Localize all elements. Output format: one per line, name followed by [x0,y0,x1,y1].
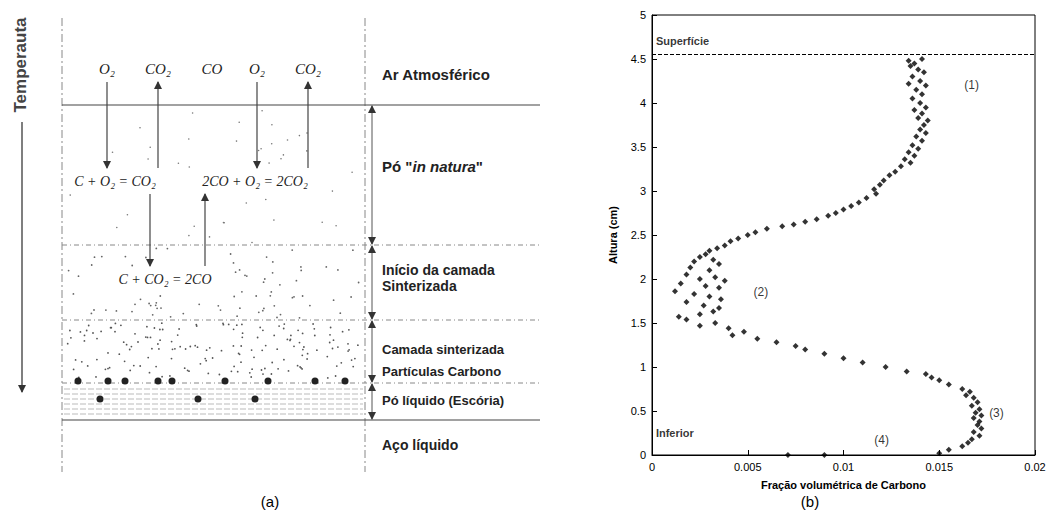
svg-text:CO₂: CO₂ [295,61,321,77]
svg-text:0.01: 0.01 [833,461,854,473]
svg-text:Partículas Carbono: Partículas Carbono [382,364,501,379]
svg-text:O₂: O₂ [249,61,265,77]
svg-text:0: 0 [649,461,655,473]
svg-text:Pó líquido (Escória): Pó líquido (Escória) [382,393,504,408]
svg-text:3: 3 [640,185,646,197]
svg-text:O₂: O₂ [99,61,115,77]
svg-text:Pó "in natura": Pó "in natura" [382,158,483,175]
svg-text:C + CO₂ = 2CO: C + CO₂ = 2CO [119,272,212,287]
svg-text:Ar Atmosférico: Ar Atmosférico [382,66,490,83]
svg-text:Início da camada: Início da camada [382,262,495,278]
svg-text:(1): (1) [964,78,979,92]
svg-text:(3): (3) [989,406,1004,420]
svg-text:0.015: 0.015 [925,461,953,473]
svg-text:1: 1 [640,361,646,373]
svg-text:2: 2 [640,273,646,285]
svg-text:Inferior: Inferior [656,427,695,439]
svg-text:4: 4 [640,97,646,109]
svg-text:0.5: 0.5 [631,405,646,417]
svg-text:2.5: 2.5 [631,229,646,241]
svg-text:0: 0 [640,449,646,461]
svg-text:Camada sinterizada: Camada sinterizada [382,342,505,357]
svg-text:C + O₂ = CO₂: C + O₂ = CO₂ [74,174,156,189]
html-text:(a): (a) [260,493,280,510]
svg-text:Temperauta: Temperauta [11,17,30,113]
svg-text:Sinterizada: Sinterizada [382,278,457,294]
svg-text:Altura (cm): Altura (cm) [607,206,619,264]
svg-text:Aço líquido: Aço líquido [382,437,458,453]
svg-text:5: 5 [640,9,646,21]
svg-text:Fração volumétrica de Carbono: Fração volumétrica de Carbono [761,479,926,491]
svg-text:3.5: 3.5 [631,141,646,153]
svg-text:(4): (4) [874,433,889,447]
svg-text:4.5: 4.5 [631,53,646,65]
svg-text:Superfície: Superfície [656,35,709,47]
svg-text:2CO + O₂ = 2CO₂: 2CO + O₂ = 2CO₂ [202,174,308,189]
svg-text:CO: CO [202,61,223,77]
svg-text:(2): (2) [754,285,769,299]
svg-text:0.005: 0.005 [734,461,762,473]
svg-text:CO₂: CO₂ [145,61,171,77]
svg-text:0.02: 0.02 [1024,461,1045,473]
svg-text:1.5: 1.5 [631,317,646,329]
html-text:(b): (b) [800,493,820,510]
